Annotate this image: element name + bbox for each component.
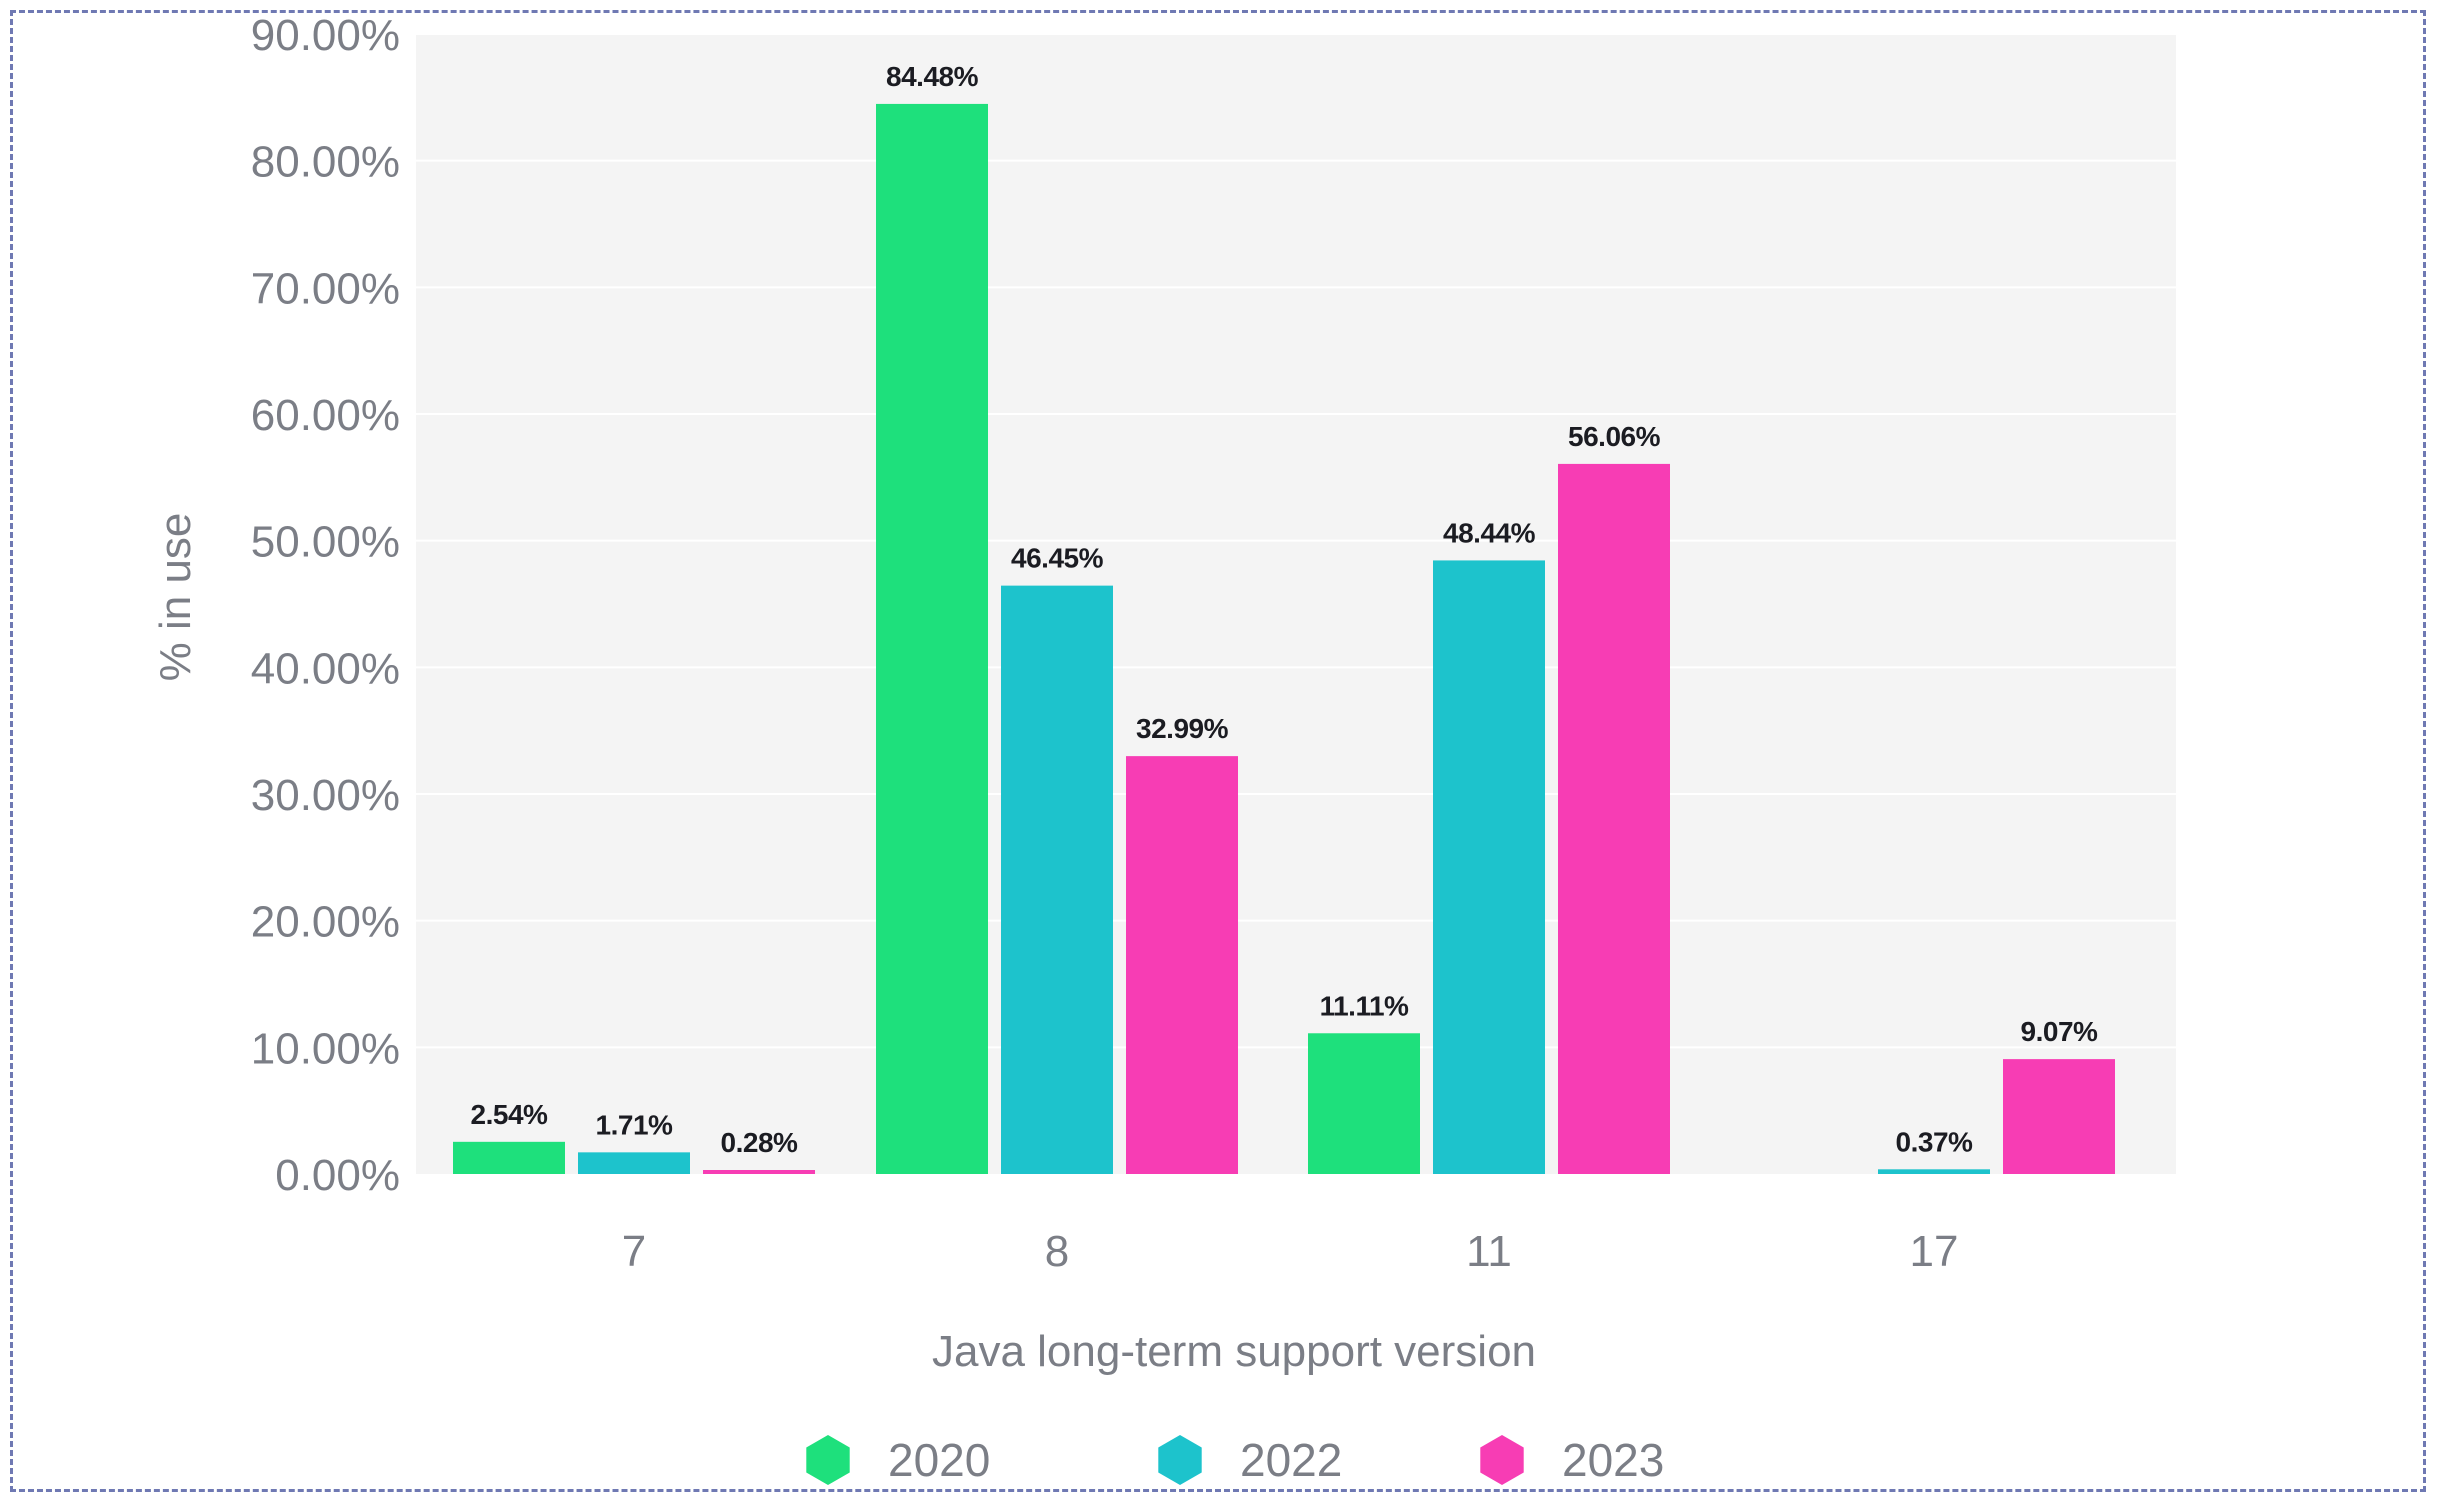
legend-swatch-icon [1158,1435,1202,1485]
legend-label: 2022 [1240,1434,1342,1486]
bar-2020-8 [876,103,988,1174]
plot-area [416,34,2176,1174]
data-label: 0.37% [1896,1126,1973,1157]
bar-2020-11 [1308,1033,1420,1174]
legend-swatch-icon [806,1435,850,1485]
x-axis-title: Java long-term support version [932,1327,1536,1376]
bar-2023-8 [1126,756,1238,1174]
data-label: 9.07% [2021,1016,2098,1047]
data-label: 1.71% [596,1109,673,1140]
bar-2022-11 [1433,560,1545,1174]
data-label: 56.06% [1568,421,1661,452]
y-tick-label: 10.00% [251,1024,400,1073]
y-tick-label: 0.00% [275,1151,400,1200]
data-label: 48.44% [1443,517,1536,548]
x-tick-label: 17 [1910,1227,1959,1276]
y-tick-label: 40.00% [251,644,400,693]
y-tick-label: 90.00% [251,11,400,60]
bar-2022-7 [578,1152,690,1174]
bar-2022-17 [1878,1169,1990,1174]
bar-2020-7 [453,1141,565,1174]
y-axis-title: % in use [151,513,200,682]
y-tick-label: 20.00% [251,898,400,947]
data-label: 11.11% [1320,990,1409,1021]
bar-2023-17 [2003,1059,2115,1174]
x-axis-ticks: 7 8 11 17 [622,1227,1959,1276]
bars [453,103,2115,1174]
data-label: 32.99% [1136,713,1229,744]
data-label: 2.54% [471,1099,548,1130]
y-tick-label: 30.00% [251,771,400,820]
x-tick-label: 8 [1045,1227,1069,1276]
chart-frame [10,10,2426,1492]
x-tick-label: 7 [622,1227,646,1276]
y-tick-label: 60.00% [251,391,400,440]
x-tick-label: 11 [1466,1227,1512,1276]
y-tick-label: 80.00% [251,138,400,187]
bar-2023-7 [703,1170,815,1174]
data-label: 84.48% [886,61,979,92]
legend-label: 2020 [888,1434,990,1486]
data-labels: 2.54% 1.71% 0.28% 84.48% 46.45% 32.99% 11.11% 4… [471,61,2099,1158]
y-axis-ticks: 0.00% 10.00% 20.00% 30.00% 40.00% 50.00% 60.00… [251,11,400,1200]
legend-swatch-icon [1480,1435,1524,1485]
data-label: 46.45% [1011,543,1104,574]
y-tick-label: 50.00% [251,518,400,567]
legend-label: 2023 [1562,1434,1664,1486]
y-tick-label: 70.00% [251,264,400,313]
bar-2023-11 [1558,463,1670,1174]
data-label: 0.28% [721,1127,798,1158]
gridlines [416,33,2176,1049]
legend: 2020 2022 2023 [806,1434,1664,1486]
bar-2022-8 [1001,585,1113,1174]
